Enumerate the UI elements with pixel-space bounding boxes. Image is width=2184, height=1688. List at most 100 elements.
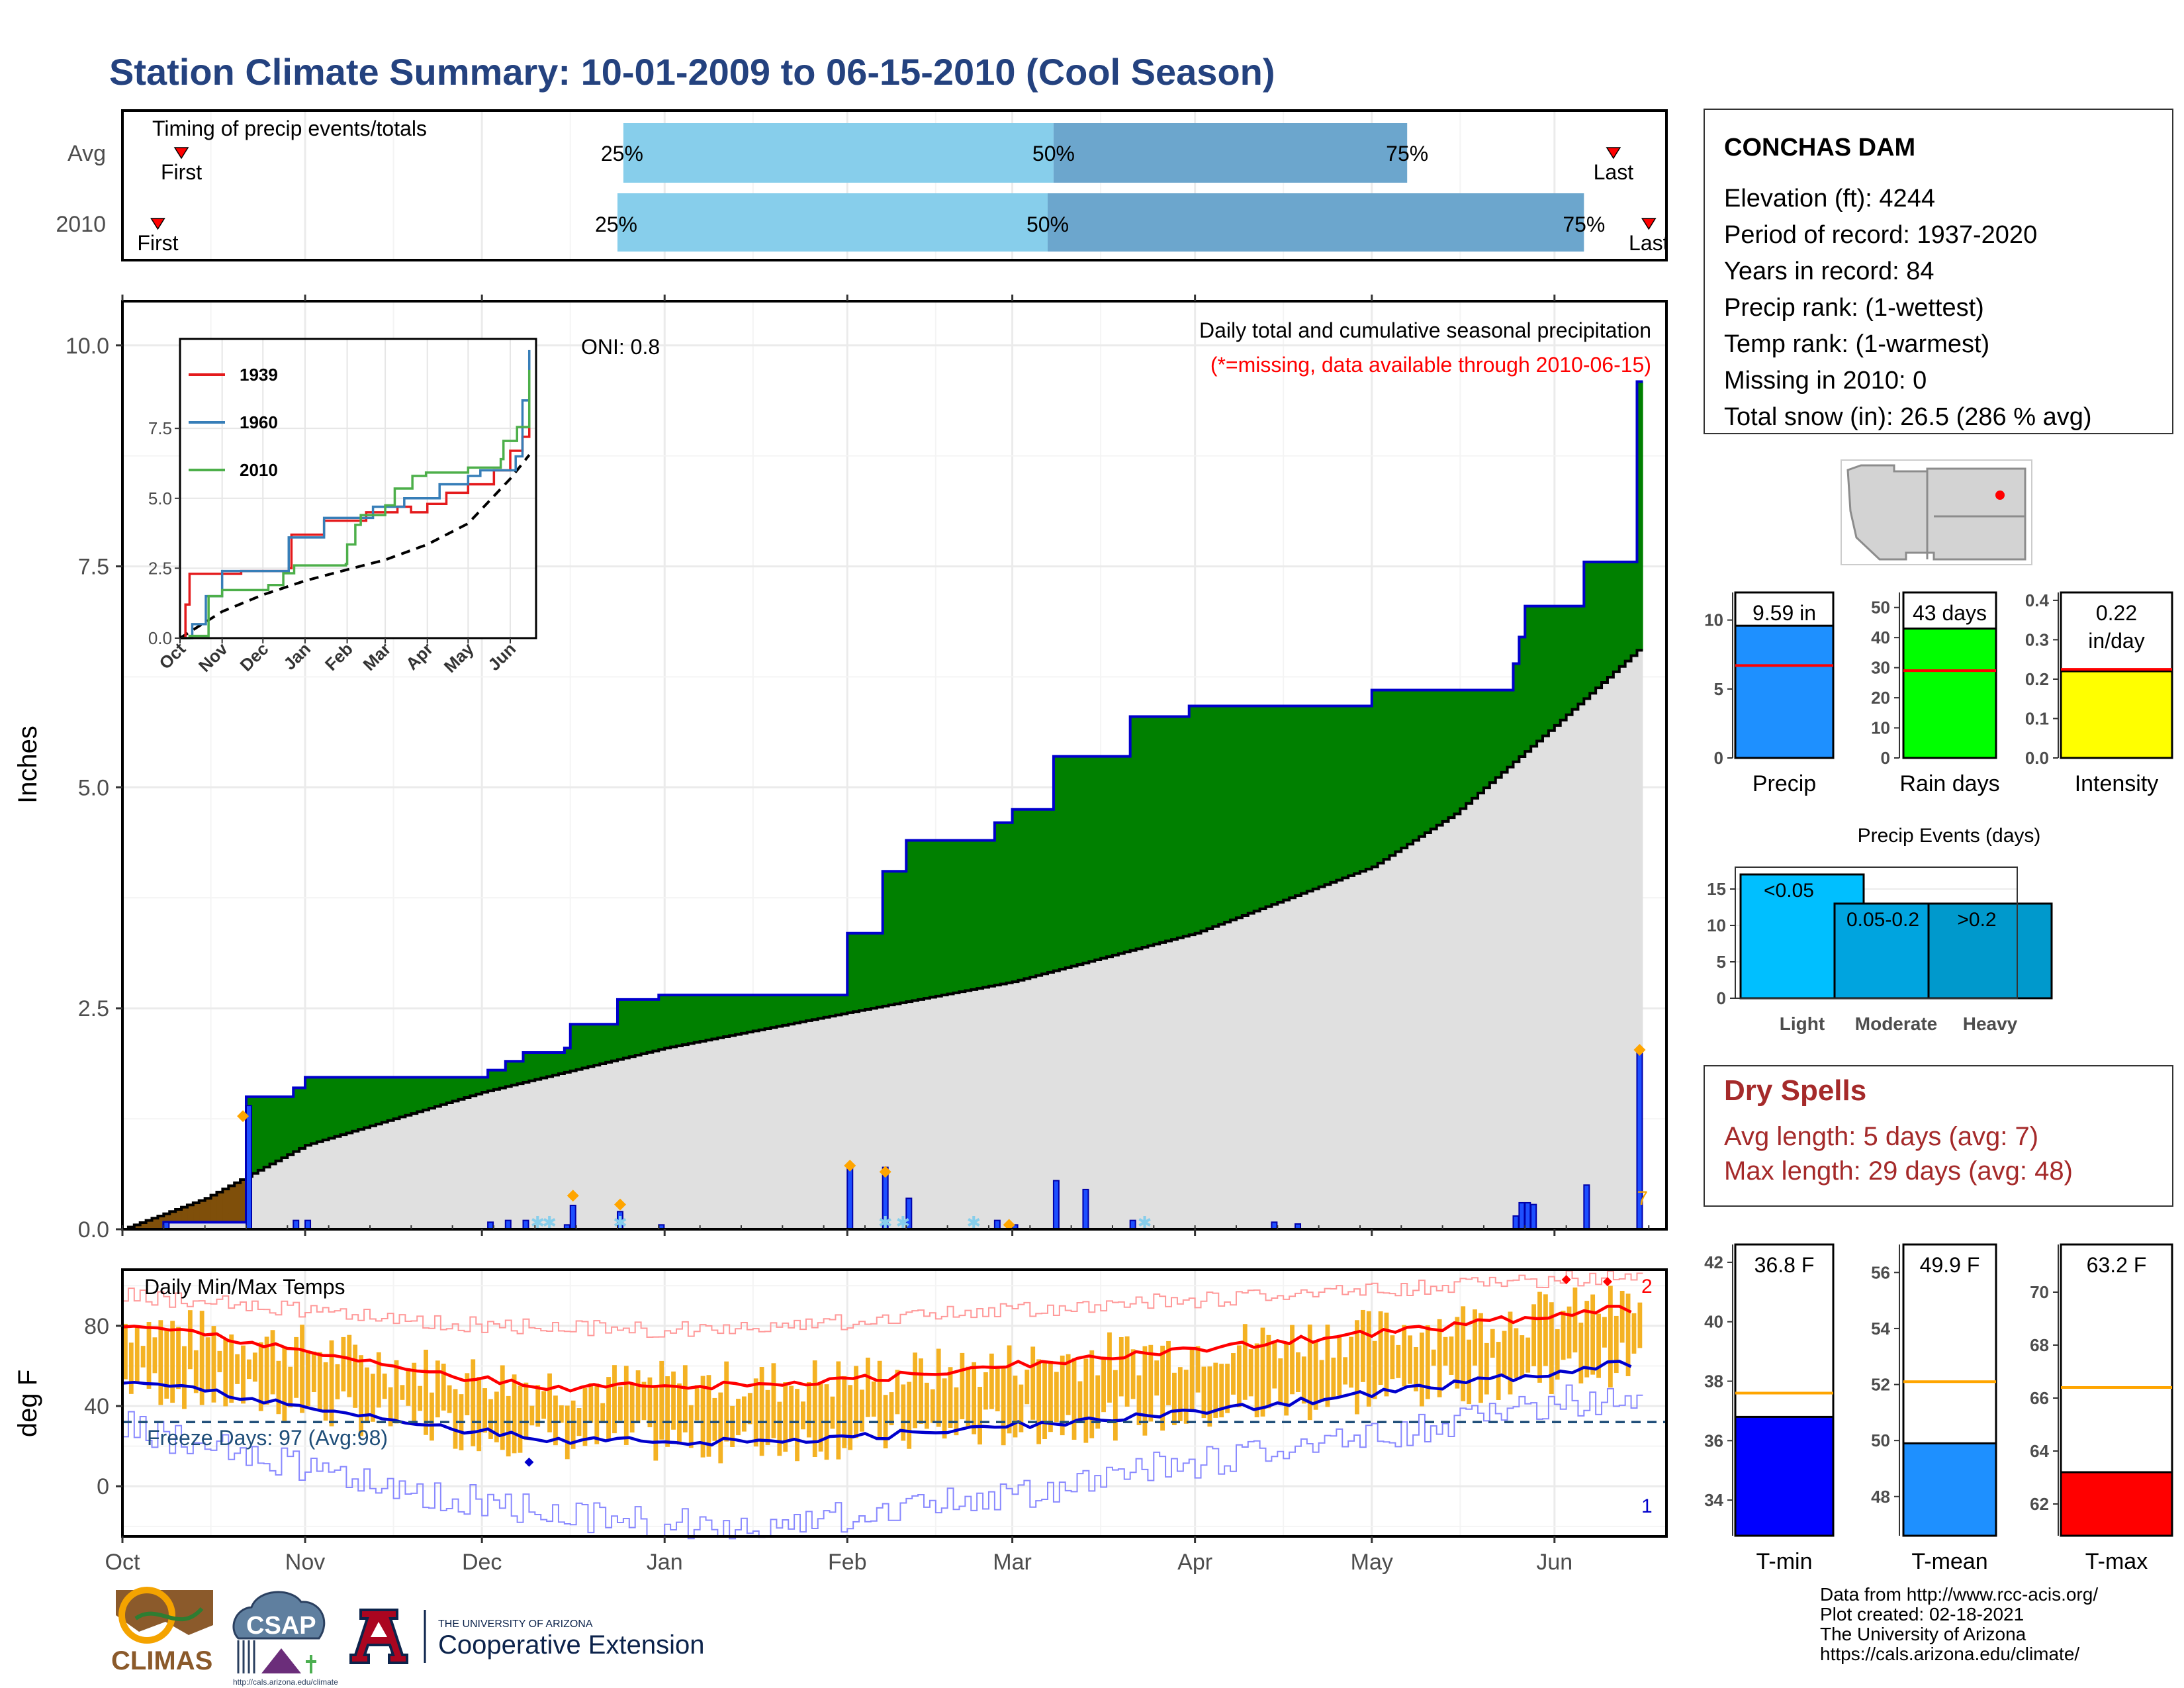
daily-temp-bar: [594, 1383, 600, 1444]
daily-temp-bar: [1549, 1302, 1554, 1394]
inset-y-tick-label: 2.5: [148, 558, 172, 578]
daily-temp-bar: [600, 1403, 606, 1424]
summary-y-tick-label: 62: [2030, 1494, 2049, 1514]
summary-category-label: T-max: [2085, 1549, 2148, 1574]
daily-temp-bar: [252, 1352, 257, 1382]
daily-temp-bar: [1142, 1346, 1148, 1436]
daily-temp-bar: [170, 1321, 175, 1403]
daily-precip-bar: [1518, 1201, 1525, 1231]
daily-temp-bar: [623, 1366, 629, 1445]
daily-temp-bar: [199, 1311, 205, 1405]
daily-temp-bar: [612, 1365, 617, 1434]
daily-temp-bar: [1325, 1325, 1330, 1407]
temperature-panel: 0 40 80 Oct Nov Dec Jan Feb Mar Apr May Jun Daily M…: [13, 1268, 1668, 1575]
summary-category-label: Precip: [1752, 771, 1816, 796]
csap-logo-text: CSAP: [246, 1612, 316, 1640]
daily-temp-bar: [152, 1337, 158, 1374]
snow-marker: ✱: [613, 1213, 627, 1233]
daily-temp-bar: [1496, 1342, 1501, 1401]
daily-temp-bar: [211, 1326, 216, 1403]
daily-temp-bar: [400, 1385, 405, 1400]
daily-temp-bar: [948, 1367, 953, 1429]
temps-title: Daily Min/Max Temps: [144, 1275, 345, 1299]
ua-big-text: Cooperative Extension: [438, 1630, 704, 1660]
events-bar-label: >0.2: [1957, 909, 1996, 931]
daily-temp-bar: [329, 1340, 334, 1427]
daily-temp-bar: [842, 1376, 847, 1448]
daily-temp-bar: [1431, 1349, 1436, 1366]
daily-temp-bar: [1578, 1323, 1584, 1383]
daily-temp-bar: [901, 1384, 906, 1441]
daily-temp-bar: [1254, 1343, 1259, 1418]
footer-line-url: https://cals.arizona.edu/climate/: [1820, 1644, 2079, 1664]
summary-value-label: 49.9 F: [1920, 1253, 1980, 1277]
daily-precip-bar: [993, 1219, 1001, 1230]
daily-temp-bar: [671, 1371, 676, 1430]
daily-temp-bar: [1455, 1317, 1460, 1389]
daily-temp-bar: [1160, 1345, 1165, 1431]
daily-temp-bar: [1130, 1349, 1136, 1399]
daily-temp-bar: [430, 1392, 434, 1441]
daily-temp-bar: [518, 1385, 523, 1453]
daily-temp-bar: [435, 1360, 440, 1418]
summary-y-tick-label: 0.0: [2025, 748, 2049, 768]
daily-temp-bar: [966, 1366, 971, 1429]
daily-precip-bar: [1524, 1201, 1531, 1231]
inset-y-tick-label: 7.5: [148, 418, 172, 438]
daily-temp-bar: [635, 1370, 641, 1424]
daily-temp-bar: [1608, 1286, 1613, 1388]
locator-map: [1841, 459, 2032, 565]
y-tick-label: 40: [84, 1394, 109, 1419]
record-max-line: [122, 1270, 1643, 1338]
daily-temp-bar: [1590, 1294, 1596, 1375]
timing-label-75: 75%: [1563, 212, 1605, 236]
temp-record-marker: [1602, 1277, 1612, 1287]
daily-temp-bar: [376, 1352, 381, 1408]
climas-logo: CLIMAS: [111, 1587, 213, 1675]
daily-precip-bar: [1052, 1180, 1060, 1230]
snow-marker: ✱: [530, 1213, 545, 1233]
daily-temp-bar: [388, 1387, 393, 1427]
timing-bar-50-75: [1053, 123, 1408, 183]
events-bar-label: <0.05: [1764, 880, 1814, 902]
daily-precip-bar: [293, 1219, 300, 1230]
avg-cumulative-area: [122, 650, 1643, 1229]
x-tick-label: Mar: [993, 1550, 1032, 1575]
summary-y-tick-label: 52: [1871, 1375, 1890, 1395]
daily-temp-bar: [570, 1400, 576, 1449]
timing-first-marker: [150, 218, 165, 230]
daily-temp-bar: [341, 1336, 346, 1391]
x-tick-label: Jan: [647, 1550, 683, 1575]
daily-temp-bar: [270, 1330, 275, 1395]
daily-temp-bar: [919, 1358, 923, 1424]
daily-temp-bar: [1189, 1348, 1195, 1411]
timing-bar-25-50: [623, 123, 1054, 183]
daily-temp-bar: [1443, 1336, 1448, 1366]
station-temp-rank: Temp rank: (1-warmest): [1724, 330, 1989, 358]
daily-temp-bar: [453, 1389, 458, 1449]
inset-y-tick-label: 0.0: [148, 628, 172, 648]
daily-temp-bar: [747, 1393, 752, 1425]
summary-category-label: Rain days: [1899, 771, 1999, 796]
summary-y-tick-label: 0.4: [2025, 590, 2050, 610]
timing-last-marker: [1606, 147, 1621, 160]
avg-min-line: [122, 1360, 1632, 1447]
x-tick-label: Nov: [285, 1550, 325, 1575]
dry-spells-max: Max length: 29 days (avg: 48): [1724, 1156, 2073, 1186]
daily-temp-bar: [1360, 1309, 1365, 1382]
summary-y-tick-label: 54: [1871, 1319, 1890, 1338]
timing-label-25: 25%: [595, 212, 637, 236]
daily-temp-bar: [925, 1382, 929, 1429]
events-y-tick-label: 15: [1707, 879, 1726, 899]
ua-small-text: THE UNIVERSITY OF ARIZONA: [438, 1618, 593, 1630]
daily-temp-bar: [1479, 1313, 1483, 1403]
daily-temp-bar: [1066, 1354, 1071, 1415]
daily-temp-bar: [335, 1364, 340, 1399]
daily-temp-bar: [1071, 1358, 1077, 1440]
timing-bar-50-75: [1048, 193, 1584, 252]
daily-temp-bar: [995, 1368, 1000, 1412]
daily-temp-bar: [1537, 1291, 1542, 1383]
timing-last-marker: [1641, 218, 1657, 230]
events-bar-heavy: [1927, 902, 2053, 1000]
daily-temp-bar: [1266, 1335, 1271, 1409]
